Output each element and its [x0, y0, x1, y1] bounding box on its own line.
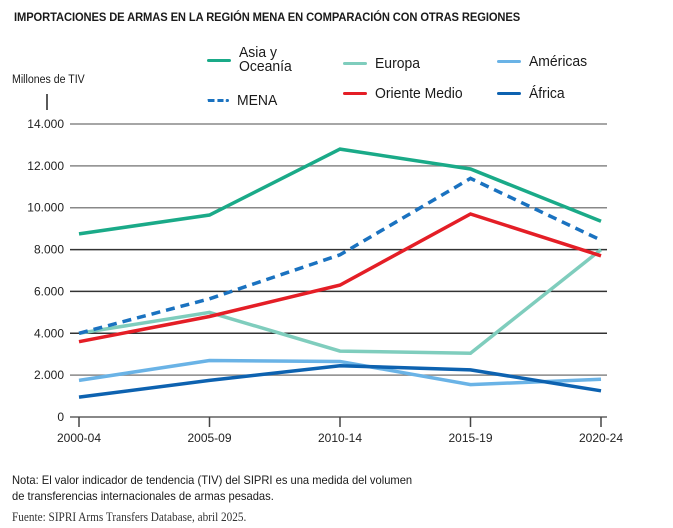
- x-tick-label: 2010-14: [318, 431, 362, 445]
- legend-label-asia-line2: Oceanía: [239, 58, 292, 75]
- y-tick-label: 12.000: [27, 159, 64, 173]
- chart-title: IMPORTACIONES DE ARMAS EN LA REGIÓN MENA…: [14, 10, 521, 24]
- legend-swatch-europa: [343, 62, 367, 65]
- y-axis-label: Millones de TIV: [12, 74, 85, 86]
- legend-swatch-americas: [497, 60, 521, 63]
- legend-label-asia-line1: Asia y: [239, 44, 277, 61]
- footnote-line1: Nota: El valor indicador de tendencia (T…: [12, 473, 413, 487]
- y-tick-label: 4.000: [34, 326, 64, 340]
- x-tick-label: 2020-24: [579, 431, 623, 445]
- legend-label-africa: África: [529, 85, 565, 102]
- y-tick-label: 14.000: [27, 117, 64, 131]
- legend-item-africa: África: [497, 86, 567, 101]
- legend-label-americas: Américas: [529, 53, 588, 70]
- legend-item-mena: MENA: [207, 93, 280, 108]
- legend-item-europa: Europa: [343, 56, 423, 71]
- series-line-asia-y-oceanía: [78, 147, 602, 236]
- x-tick-label: 2005-09: [187, 431, 231, 445]
- y-tick-label: 8.000: [34, 243, 64, 257]
- legend-item-asia: Asia y Oceanía: [207, 44, 296, 75]
- x-tick-label: 2015-19: [448, 431, 492, 445]
- source-note: Fuente: SIPRI Arms Transfers Database, a…: [12, 510, 247, 524]
- y-tick-label: 0: [57, 410, 64, 424]
- y-tick-label: 2.000: [34, 368, 64, 382]
- footnote-line2: de transferencias internacionales de arm…: [12, 489, 274, 503]
- legend-label-mena: MENA: [237, 92, 278, 109]
- legend-item-americas: Américas: [497, 54, 592, 69]
- x-tick-label: 2000-04: [57, 431, 101, 445]
- y-tick-label: 10.000: [27, 201, 64, 215]
- series-line-europa: [78, 248, 603, 355]
- legend-label-europa: Europa: [375, 55, 420, 72]
- legend-swatch-mena: [207, 99, 229, 102]
- y-tick-label: 6.000: [34, 284, 64, 298]
- series-line-oriente-medio: [78, 212, 602, 344]
- legend-item-oriente-medio: Oriente Medio: [343, 86, 469, 101]
- legend-label-oriente-medio: Oriente Medio: [375, 85, 463, 102]
- line-chart: 02.0004.0006.0008.00010.00012.00014.000 …: [27, 94, 623, 445]
- legend-swatch-asia: [207, 58, 231, 62]
- legend-swatch-africa: [497, 92, 521, 95]
- legend-swatch-oriente-medio: [343, 92, 367, 95]
- footnote: Nota: El valor indicador de tendencia (T…: [12, 472, 496, 504]
